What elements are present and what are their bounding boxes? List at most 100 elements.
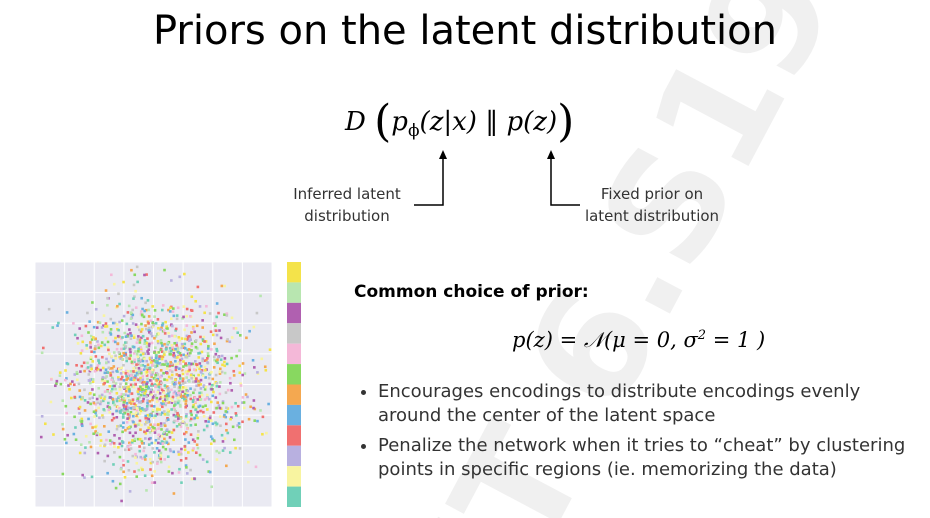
point	[189, 387, 192, 390]
point	[95, 433, 99, 437]
point	[172, 492, 176, 495]
point	[152, 323, 155, 327]
point	[72, 322, 75, 325]
point	[89, 357, 93, 361]
point	[89, 445, 93, 449]
point	[106, 390, 109, 393]
point	[133, 366, 137, 370]
point	[132, 297, 135, 300]
point	[177, 336, 181, 339]
point	[199, 342, 203, 346]
point	[185, 423, 189, 427]
point	[108, 439, 112, 442]
point	[184, 354, 188, 358]
point	[172, 352, 176, 355]
point	[206, 357, 209, 360]
point	[170, 373, 174, 377]
point	[166, 327, 169, 330]
point	[126, 369, 130, 373]
point	[145, 273, 148, 276]
point	[57, 321, 60, 325]
point	[55, 382, 58, 386]
point	[91, 380, 95, 383]
point	[196, 398, 200, 401]
point	[178, 403, 182, 407]
point	[74, 438, 78, 442]
point	[184, 399, 188, 403]
point	[259, 409, 262, 412]
point	[141, 399, 145, 403]
point	[123, 411, 127, 415]
point	[106, 380, 109, 383]
point	[129, 443, 132, 447]
point	[139, 368, 143, 371]
point	[87, 373, 91, 376]
point	[59, 382, 63, 386]
point	[201, 359, 204, 363]
point	[177, 450, 180, 454]
point	[213, 358, 216, 362]
point	[204, 404, 207, 407]
point	[210, 387, 213, 391]
point	[238, 447, 242, 450]
point	[85, 347, 89, 350]
point	[209, 419, 213, 423]
point	[141, 457, 144, 460]
point	[199, 409, 202, 413]
point	[147, 315, 151, 318]
point	[198, 351, 202, 355]
point	[158, 412, 161, 416]
point	[104, 361, 108, 364]
point	[189, 373, 193, 377]
point	[110, 273, 113, 277]
point	[88, 379, 92, 382]
point	[234, 446, 237, 450]
point	[244, 393, 248, 396]
point	[172, 413, 176, 417]
point	[129, 350, 132, 354]
point	[115, 409, 118, 413]
point	[215, 381, 219, 385]
point	[165, 367, 169, 370]
scatter-plot	[34, 261, 301, 508]
point	[148, 379, 152, 382]
point	[161, 304, 165, 307]
point	[212, 411, 216, 414]
point	[268, 348, 272, 352]
point	[160, 341, 163, 345]
point	[149, 423, 152, 427]
point	[151, 325, 155, 328]
point	[199, 378, 203, 382]
point	[196, 433, 200, 437]
point	[149, 436, 152, 440]
point	[89, 365, 93, 368]
point	[174, 415, 178, 418]
point	[97, 406, 100, 410]
point	[183, 432, 186, 436]
point	[119, 357, 122, 360]
point	[117, 378, 120, 381]
point	[103, 395, 107, 399]
point	[205, 304, 208, 308]
point	[146, 368, 149, 372]
point	[164, 447, 168, 451]
point	[129, 311, 133, 314]
point	[94, 344, 97, 348]
point	[228, 340, 232, 344]
point	[80, 334, 84, 338]
point	[112, 339, 115, 343]
point	[132, 345, 136, 349]
point	[150, 441, 154, 445]
point	[239, 382, 242, 386]
point	[185, 314, 189, 318]
point	[136, 390, 140, 393]
point	[125, 341, 128, 344]
point	[69, 396, 73, 400]
point	[207, 470, 211, 473]
point	[119, 408, 123, 412]
point	[188, 419, 192, 422]
point	[107, 430, 111, 433]
point	[210, 400, 213, 404]
point	[138, 449, 142, 453]
point	[126, 445, 130, 448]
